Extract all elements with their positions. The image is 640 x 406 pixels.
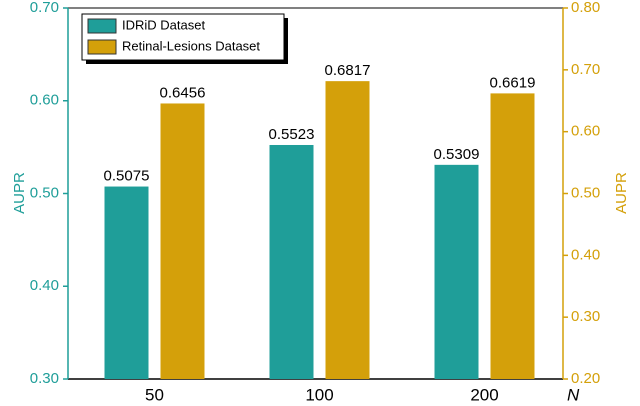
x-tick-label: 100 [305,385,333,404]
y2-tick-label: 0.20 [571,370,600,387]
y-tick-label: 0.70 [30,0,59,16]
y-axis-label: AUPR [11,172,28,214]
legend-swatch [87,39,117,55]
legend-label: IDRiD Dataset [122,17,205,32]
y2-tick-label: 0.50 [571,184,600,201]
y-tick-label: 0.60 [30,92,59,109]
value-label: 0.5075 [104,168,150,185]
legend-swatch [87,18,117,34]
bar [269,144,314,379]
bar [490,93,535,379]
y2-tick-label: 0.30 [571,308,600,325]
legend-label: Retinal-Lesions Dataset [122,38,260,53]
y-tick-label: 0.30 [30,370,59,387]
bar [325,81,370,379]
y-tick-label: 0.40 [30,277,59,294]
bar [434,164,479,379]
y2-axis-label: AUPR [613,172,630,214]
bar [104,186,149,379]
x-tick-label: 200 [470,385,498,404]
y2-tick-label: 0.60 [571,123,600,140]
value-label: 0.6619 [490,74,536,91]
bar [160,103,205,379]
value-label: 0.6456 [160,84,206,101]
y-tick-label: 0.50 [30,184,59,201]
x-tick-label: 50 [145,385,164,404]
value-label: 0.6817 [325,62,371,79]
y2-tick-label: 0.70 [571,61,600,78]
y2-tick-label: 0.40 [571,246,600,263]
y2-tick-label: 0.80 [571,0,600,16]
value-label: 0.5523 [269,126,315,143]
value-label: 0.5309 [434,146,480,163]
x-axis-label: N [567,385,580,404]
